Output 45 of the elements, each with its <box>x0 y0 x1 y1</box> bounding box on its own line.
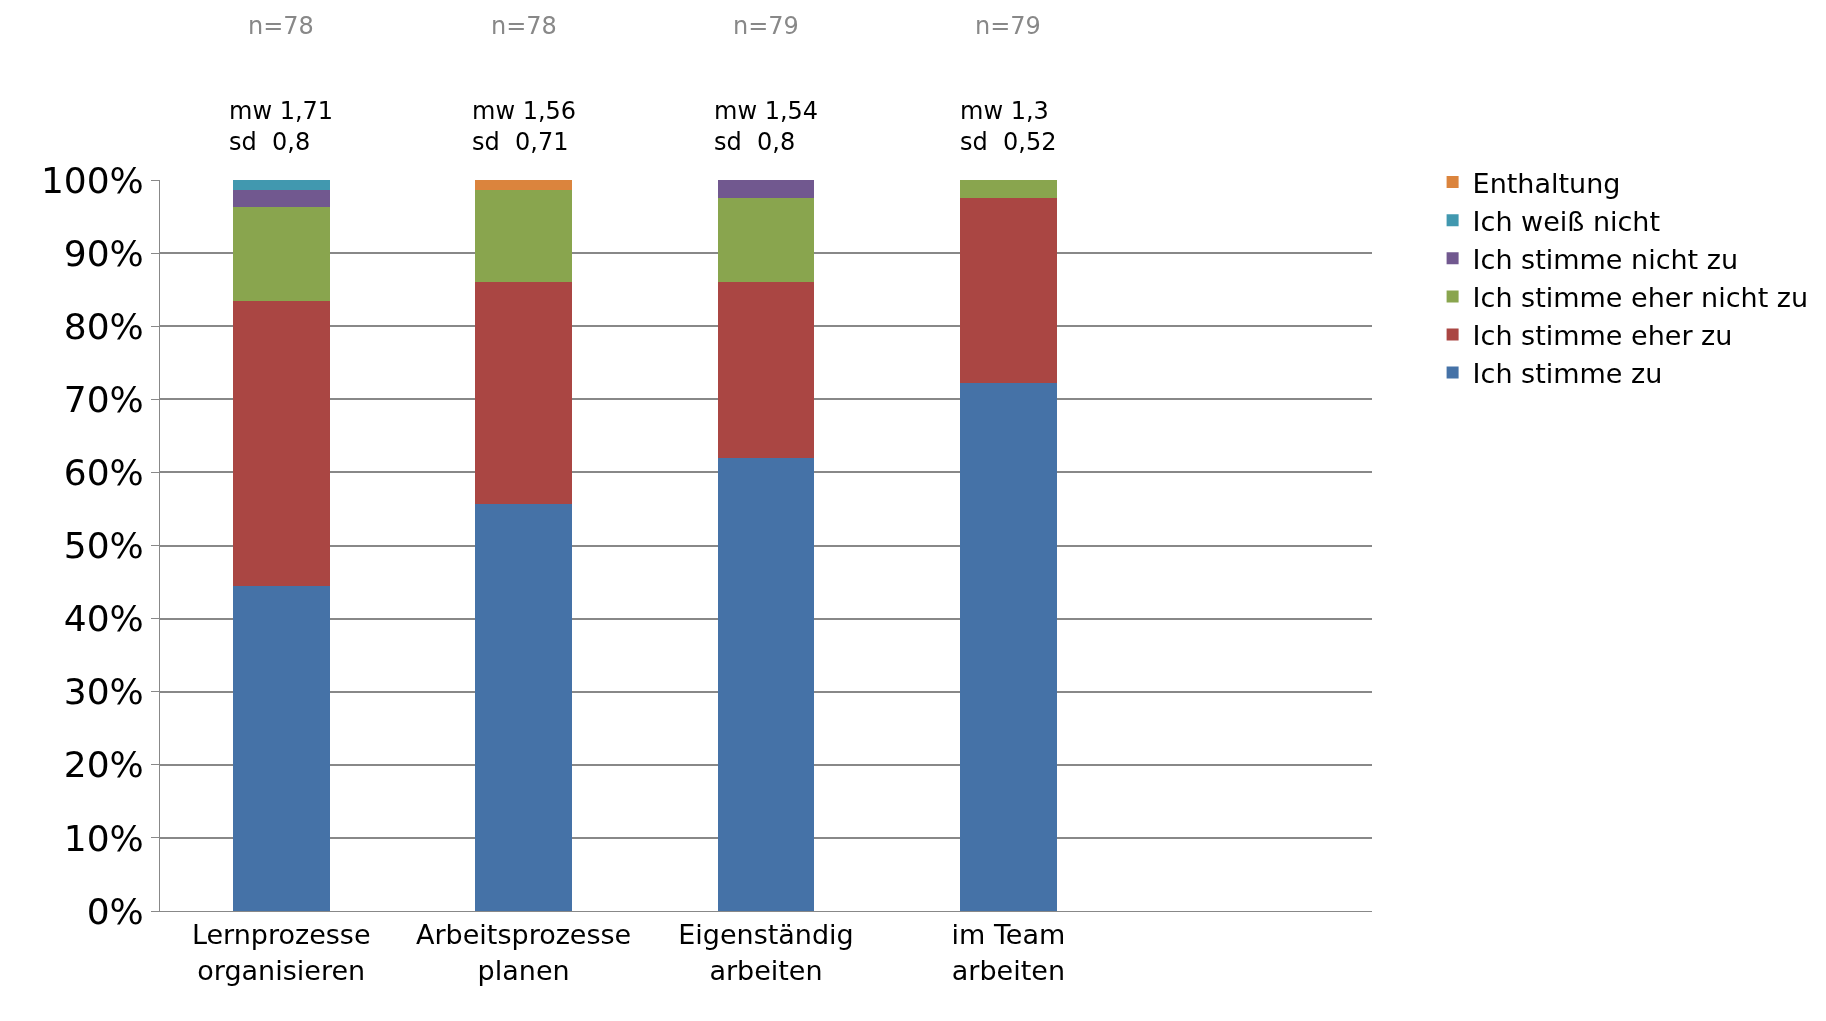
bar <box>717 198 815 282</box>
y-tick-label: 100% <box>40 159 144 201</box>
bar <box>232 180 330 190</box>
y-tick-label: 10% <box>63 817 144 859</box>
y-tick-label: 70% <box>63 378 144 420</box>
text: n=79 <box>975 12 1041 40</box>
bar <box>232 207 330 301</box>
legend-label: Ich stimme eher zu <box>1472 320 1733 352</box>
bar <box>717 457 815 911</box>
legend-label: Ich stimme zu <box>1472 358 1663 390</box>
text: mw 1,54 sd 0,8 <box>714 97 819 157</box>
y-tick-label: 60% <box>63 452 144 493</box>
bar <box>475 180 573 190</box>
text: n=79 <box>733 12 799 40</box>
text: n=78 <box>491 12 557 40</box>
legend-label: Ich stimme nicht zu <box>1472 243 1739 275</box>
bar <box>959 180 1057 199</box>
bar <box>475 189 573 282</box>
bar <box>475 503 573 911</box>
y-tick-label: 0% <box>86 890 144 932</box>
bar <box>959 383 1057 911</box>
text: n=78 <box>248 12 314 40</box>
x-tick-label: Eigenständig arbeiten <box>678 919 854 986</box>
text: mw 1,56 sd 0,71 <box>472 97 577 157</box>
bar <box>717 180 815 199</box>
legend-label: Ich stimme eher nicht zu <box>1472 281 1809 313</box>
bar <box>475 281 573 504</box>
y-tick-label: 90% <box>63 232 144 274</box>
bar <box>232 300 330 586</box>
bar <box>717 281 815 458</box>
x-tick-label: im Team arbeiten <box>951 919 1066 986</box>
text: mw 1,71 sd 0,8 <box>229 97 334 157</box>
x-tick-label: Lernprozesse organisieren <box>191 919 371 986</box>
legend-label: Ich weiß nicht <box>1472 205 1661 237</box>
y-tick-label: 20% <box>63 744 144 786</box>
legend-label: Enthaltung <box>1472 167 1621 199</box>
bar <box>232 585 330 911</box>
text: mw 1,3 sd 0,52 <box>960 97 1057 157</box>
bar <box>232 189 330 208</box>
y-tick-label: 80% <box>63 305 144 347</box>
y-tick-label: 30% <box>63 671 144 713</box>
bar <box>959 198 1057 384</box>
y-tick-label: 40% <box>63 598 144 640</box>
x-tick-label: Arbeitsprozesse planen <box>416 919 632 986</box>
y-tick-label: 50% <box>63 525 144 567</box>
